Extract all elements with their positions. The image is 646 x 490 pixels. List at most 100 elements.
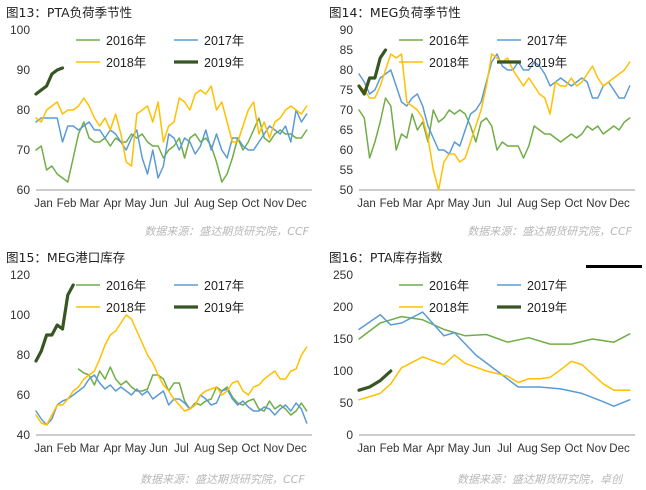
x-tick-label: Mar — [80, 443, 100, 455]
x-tick-label: Nov — [263, 198, 284, 210]
x-tick-label: May — [448, 198, 470, 210]
series-line — [358, 97, 631, 159]
y-tick-label: 50 — [340, 396, 354, 410]
x-tick-label: Jun — [472, 198, 491, 210]
chart-svg: 60 70 80 90 100 Jan Feb Mar Apr May Jun Jul Aug Sep Oc… — [10, 23, 312, 210]
x-tick-label: Sep — [217, 443, 237, 455]
y-tick-label: 70 — [17, 143, 31, 157]
x-tick-label: Dec — [609, 443, 630, 455]
series-line — [35, 85, 308, 167]
legend-label: 2018年 — [106, 301, 146, 315]
y-tick-label: 85 — [340, 43, 354, 57]
x-tick-label: Feb — [57, 198, 77, 210]
divider — [586, 265, 642, 268]
x-tick-label: Nov — [263, 443, 284, 455]
legend-label: 2018年 — [429, 56, 469, 70]
x-tick-label: Oct — [242, 443, 261, 455]
y-tick-label: 0 — [346, 428, 353, 442]
x-tick-label: Feb — [380, 443, 400, 455]
chart-source-bottom: 数据来源：盛达期货研究院，CCF — [140, 473, 305, 486]
x-tick-label: Jan — [34, 443, 53, 455]
x-tick-label: Apr — [427, 443, 445, 455]
x-tick-label: Jan — [34, 198, 53, 210]
chart-svg: 50 55 60 65 70 75 80 85 90 Jan Feb Mar Apr May Jun Jul A… — [340, 23, 635, 210]
legend-label: 2016年 — [106, 34, 146, 48]
legend-label: 2017年 — [527, 279, 567, 293]
x-tick-label: Jul — [174, 443, 189, 455]
x-tick-label: Jan — [357, 443, 376, 455]
series-line — [357, 48, 388, 96]
x-tick-label: Mar — [403, 198, 423, 210]
chart-svg: 0 50 100 150 200 250 Jan Feb Mar Apr May Jun Jul Aug S… — [333, 268, 635, 455]
series-line — [34, 66, 65, 96]
x-tick-label: Jan — [357, 198, 376, 210]
y-tick-label: 75 — [340, 83, 354, 97]
legend-label: 2017年 — [204, 34, 244, 48]
series-line — [357, 369, 393, 392]
x-tick-label: Dec — [286, 443, 307, 455]
x-tick-label: Nov — [586, 198, 607, 210]
series-line — [358, 53, 631, 191]
x-tick-label: Aug — [194, 443, 214, 455]
legend-label: 2016年 — [429, 34, 469, 48]
chart-title: 图14：MEG负荷季节性 — [329, 5, 461, 20]
y-tick-label: 250 — [333, 268, 353, 282]
x-tick-label: May — [125, 443, 147, 455]
y-tick-label: 120 — [10, 268, 30, 282]
series-line — [358, 311, 631, 407]
x-tick-label: Mar — [80, 198, 100, 210]
series-line — [34, 283, 75, 363]
legend-label: 2016年 — [429, 279, 469, 293]
x-tick-label: Dec — [286, 198, 307, 210]
chart-source: 数据来源：盛达期货研究院，CCF — [467, 225, 632, 238]
x-tick-label: Sep — [540, 198, 560, 210]
chart-panel-meg-load: 图14：MEG负荷季节性 50 55 60 65 70 75 80 85 90 Jan Feb Mar… — [323, 0, 646, 245]
y-tick-label: 55 — [340, 163, 354, 177]
x-tick-label: Jun — [472, 443, 491, 455]
x-tick-label: Apr — [104, 198, 122, 210]
chart-panel-pta-inventory-index: 图16：PTA库存指数 0 50 100 150 200 250 Jan Feb Mar Apr M… — [323, 245, 646, 490]
x-tick-label: Oct — [242, 198, 261, 210]
legend-label: 2019年 — [527, 301, 567, 315]
x-tick-label: Nov — [586, 443, 607, 455]
x-tick-label: Oct — [565, 443, 584, 455]
y-tick-label: 80 — [17, 348, 31, 362]
legend-label: 2019年 — [204, 56, 244, 70]
series-line — [358, 53, 631, 155]
series-line — [77, 366, 308, 416]
y-tick-label: 200 — [333, 300, 353, 314]
chart-source: 数据来源：盛达期货研究院，CCF — [144, 225, 309, 238]
x-tick-label: Jul — [174, 198, 189, 210]
x-tick-label: Dec — [609, 198, 630, 210]
legend-label: 2019年 — [527, 56, 567, 70]
chart-title: 图15：MEG港口库存 — [6, 250, 126, 265]
legend-label: 2018年 — [106, 56, 146, 70]
x-tick-label: Feb — [57, 443, 77, 455]
y-tick-label: 90 — [17, 63, 31, 77]
x-tick-label: Jul — [497, 443, 512, 455]
x-tick-label: Oct — [565, 198, 584, 210]
x-tick-label: May — [448, 443, 470, 455]
y-tick-label: 100 — [10, 308, 30, 322]
y-tick-label: 100 — [10, 23, 30, 37]
series-line — [358, 315, 631, 345]
chart-title: 图16：PTA库存指数 — [329, 250, 443, 265]
series-line — [35, 314, 308, 426]
chart-svg: 40 60 80 100 120 Jan Feb Mar Apr May Jun Jul Aug Sep O… — [10, 268, 312, 455]
x-tick-label: May — [125, 198, 147, 210]
chart-title: 图13：PTA负荷季节性 — [6, 5, 133, 20]
y-tick-label: 150 — [333, 332, 353, 346]
legend-label: 2017年 — [204, 279, 244, 293]
x-tick-label: Apr — [104, 443, 122, 455]
legend-label: 2019年 — [204, 301, 244, 315]
x-tick-label: Aug — [517, 443, 537, 455]
x-tick-label: Sep — [540, 443, 560, 455]
x-tick-label: Jul — [497, 198, 512, 210]
x-tick-label: Jun — [149, 443, 168, 455]
x-tick-label: Sep — [217, 198, 237, 210]
y-tick-label: 40 — [17, 428, 31, 442]
y-tick-label: 80 — [17, 103, 31, 117]
x-tick-label: Aug — [517, 198, 537, 210]
y-tick-label: 100 — [333, 364, 353, 378]
y-tick-label: 65 — [340, 123, 354, 137]
